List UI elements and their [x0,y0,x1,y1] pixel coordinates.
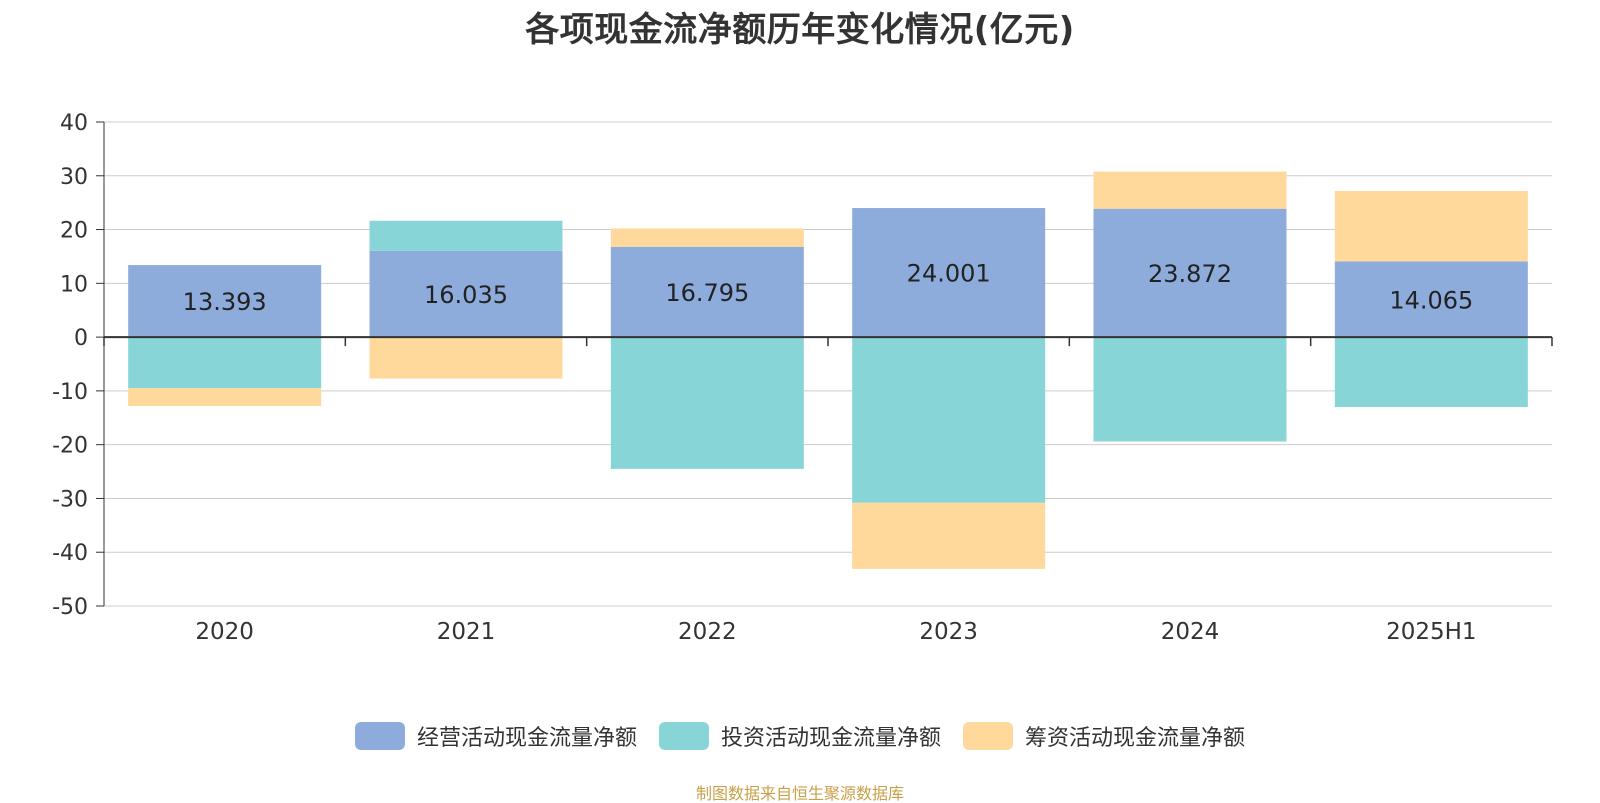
legend-item-financing[interactable]: 筹资活动现金流量净额 [963,720,1245,752]
y-tick-label: 20 [60,219,88,244]
bar-series-2-2022 [610,228,804,247]
y-tick-label: -40 [52,541,88,566]
legend-item-investing[interactable]: 投资活动现金流量净额 [658,720,941,752]
x-tick-label: 2021 [437,619,496,645]
bar-series-1-2023 [852,337,1046,503]
bar-series-1-2020 [128,337,322,389]
y-tick-label: 40 [60,111,88,136]
x-tick-label: 2024 [1161,619,1220,645]
bar-series-2-2025H1 [1334,191,1528,262]
bar-series-0-2021 [369,250,563,338]
y-tick-label: 0 [74,326,88,351]
y-tick-label: 30 [60,165,88,190]
legend-item-operating[interactable]: 经营活动现金流量净额 [354,720,637,752]
bar-series-0-2025H1 [1334,261,1528,338]
legend-swatch-investing [658,722,709,750]
bar-series-0-2020 [128,265,322,338]
x-tick-label: 2020 [195,619,254,645]
bar-series-1-2022 [610,337,804,469]
data-label: 14.065 [1389,286,1473,314]
bar-series-1-2021 [369,220,563,251]
bar-series-2-2021 [369,337,563,379]
data-label: 16.795 [665,279,749,307]
legend-label-operating: 经营活动现金流量净额 [416,726,637,751]
y-tick-label: -20 [52,434,88,459]
legend: 经营活动现金流量净额 投资活动现金流量净额 筹资活动现金流量净额 [0,720,1600,752]
legend-label-investing: 投资活动现金流量净额 [720,726,941,751]
source-note: 制图数据来自恒生聚源数据库 [695,784,904,803]
y-tick-label: -30 [52,487,88,512]
data-label: 16.035 [424,281,508,309]
y-tick-label: -10 [52,380,88,405]
bar-series-1-2025H1 [1334,337,1528,408]
bar-series-2-2020 [128,388,322,406]
data-label: 23.872 [1148,260,1232,288]
y-tick-label: -50 [52,595,88,620]
legend-swatch-operating [354,722,405,750]
x-tick-label: 2023 [919,619,978,645]
bar-series-0-2022 [610,246,804,338]
chart-title: 各项现金流净额历年变化情况(亿元) [525,10,1075,50]
data-label: 24.001 [907,260,991,288]
bar-series-0-2023 [852,208,1046,338]
x-tick-label: 2025H1 [1386,619,1476,645]
legend-label-financing: 筹资活动现金流量净额 [1025,726,1246,751]
bar-series-2-2023 [852,502,1046,569]
bar-series-2-2024 [1093,171,1287,209]
bar-series-1-2024 [1093,337,1287,442]
y-tick-label: 10 [60,272,88,297]
data-label: 13.393 [183,288,267,316]
x-tick-label: 2022 [678,619,737,645]
bar-series-0-2024 [1093,208,1287,338]
legend-swatch-financing [963,722,1013,750]
